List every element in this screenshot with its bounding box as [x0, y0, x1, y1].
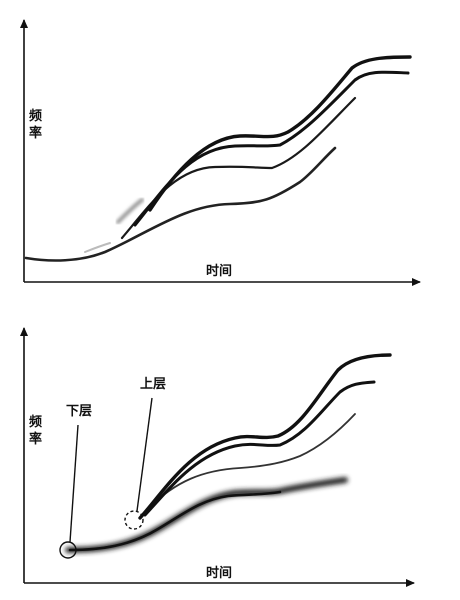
upper-curve-1: [144, 413, 356, 513]
curve-2: [120, 96, 357, 240]
upper-curve-3: [138, 353, 392, 520]
upper-layer-leader: [136, 397, 153, 512]
x-axis-label: 时间: [206, 565, 232, 581]
curve-3: [133, 70, 410, 227]
curve-4: [148, 55, 412, 212]
curve-4-faded-start: [116, 198, 144, 224]
y-axis-label-char-1: 频: [29, 108, 42, 124]
y-axis-label-char-2: 率: [29, 431, 42, 447]
x-axis-label: 时间: [206, 263, 232, 279]
curve-1-faded-tail: [84, 242, 111, 253]
upper-layer-label: 上层: [140, 377, 166, 392]
y-axis-label-char-2: 率: [29, 125, 42, 141]
lower-layer-leader: [69, 424, 79, 543]
lower-layer-stroke: [65, 477, 348, 553]
lower-layer-label: 下层: [66, 404, 92, 419]
upper-layer-marker: [124, 510, 144, 530]
y-axis-label-char-1: 频: [29, 414, 42, 430]
lower-layer-core: [68, 490, 282, 552]
diagram-top: 频 率 时间: [20, 19, 421, 286]
upper-curve-2: [143, 380, 376, 517]
lower-layer-marker: [59, 541, 77, 559]
curve-1: [24, 146, 337, 262]
diagram-bottom: 频 率 时间 下层 上层: [20, 327, 415, 587]
